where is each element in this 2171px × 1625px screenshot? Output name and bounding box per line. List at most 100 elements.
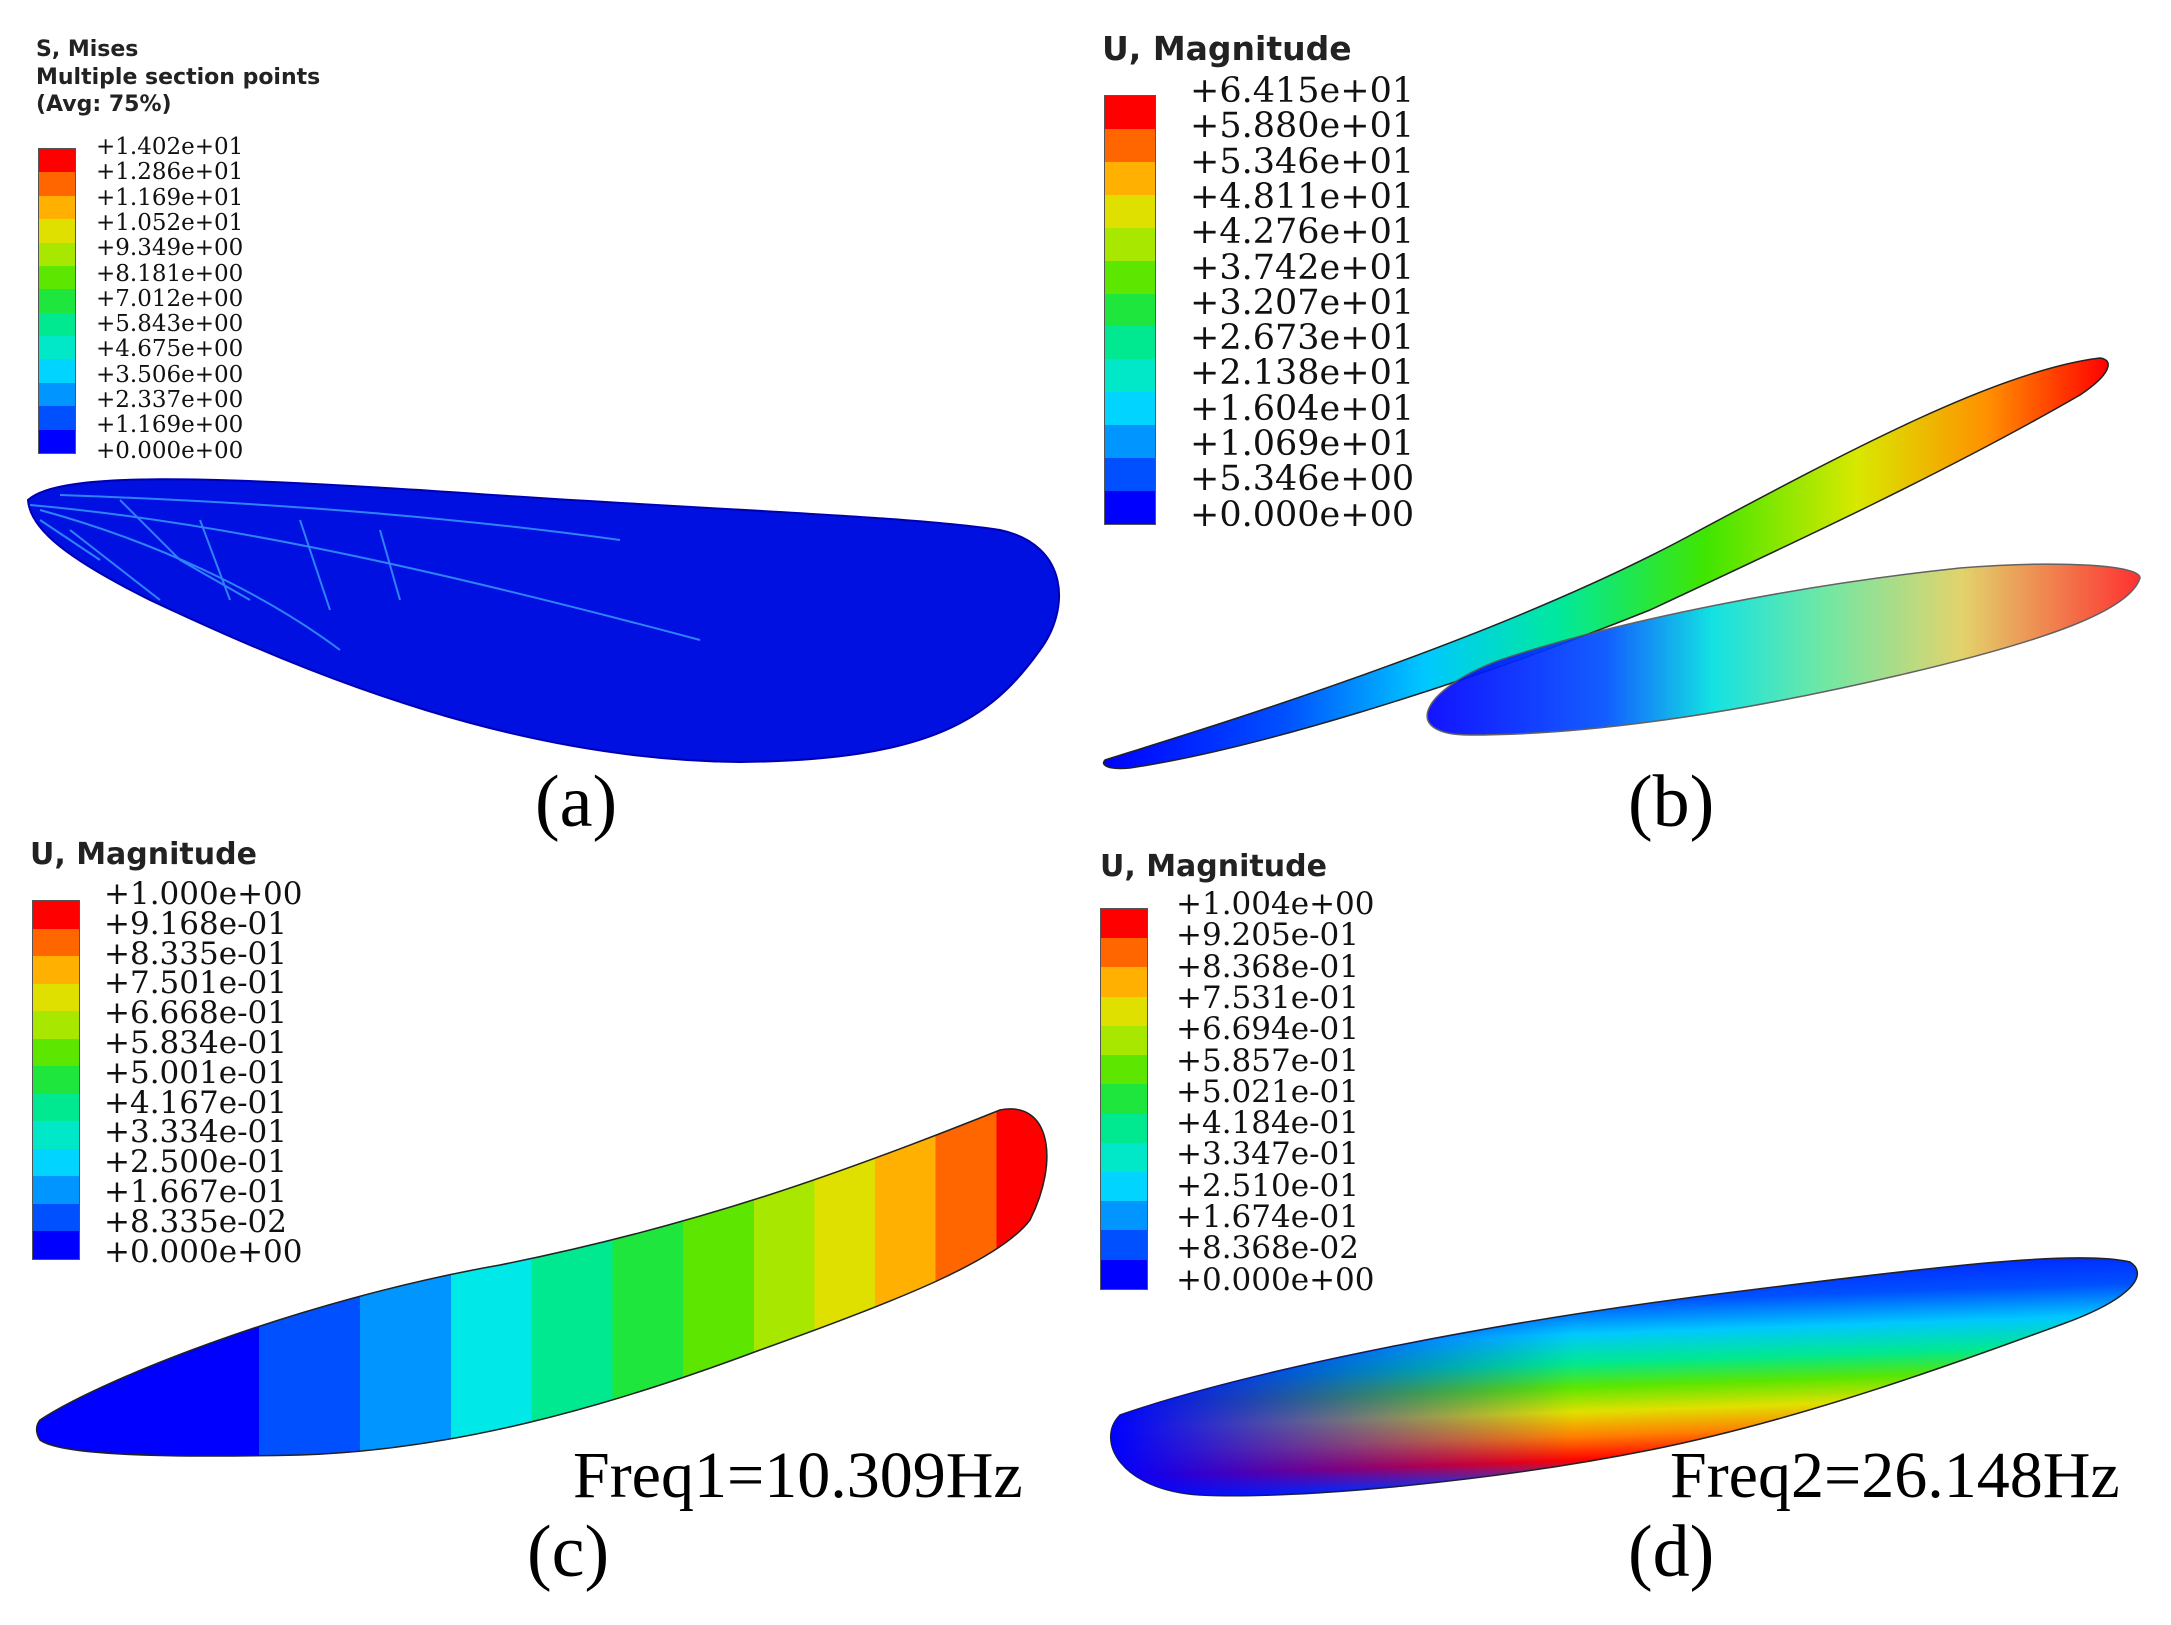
legend-value: +0.000e+00	[1176, 1261, 1375, 1298]
colorbar-segment	[1105, 96, 1155, 129]
colorbar-segment	[33, 1176, 79, 1204]
legend-value: +5.834e-01	[104, 1025, 287, 1061]
legend-value: +9.349e+00	[96, 235, 244, 262]
colorbar-segment	[1105, 359, 1155, 393]
legend-value: +1.000e+00	[104, 876, 303, 912]
colorbar-segment	[39, 336, 75, 360]
legend-value: +9.205e-01	[1176, 917, 1359, 954]
legend-value: +0.000e+00	[1190, 494, 1415, 535]
legend-value: +5.346e+00	[1190, 459, 1415, 500]
colorbar-segment	[39, 149, 75, 173]
caption-c: (c)	[527, 1511, 610, 1593]
wing-b-upper-shape	[1102, 357, 2109, 770]
colorbar-segment	[39, 242, 75, 266]
legend-value: +5.021e-01	[1176, 1073, 1359, 1110]
legend-value: +2.510e-01	[1176, 1167, 1359, 1204]
legend-value: +1.674e-01	[1176, 1199, 1359, 1235]
legend-value: +1.604e+01	[1190, 388, 1415, 429]
colorbar-segment	[39, 219, 75, 243]
colorbar-segment	[1101, 1025, 1147, 1056]
wing-d-shade-overlay	[1110, 1257, 2138, 1496]
legend-value: +4.184e-01	[1176, 1105, 1359, 1142]
legend-value: +3.742e+01	[1190, 247, 1415, 288]
colorbar-segment	[33, 1038, 79, 1067]
colorbar-segment	[1105, 425, 1155, 459]
legend-bar-d	[1100, 908, 1148, 1290]
colorbar-segment	[1105, 260, 1155, 294]
colorbar-segment	[33, 1148, 79, 1177]
colorbar-segment	[33, 983, 79, 1012]
colorbar-segment	[33, 1121, 79, 1149]
colorbar-segment	[1101, 938, 1147, 968]
frequency-label-c: Freq1=10.309Hz	[573, 1439, 1023, 1512]
legend-value: +1.052e+01	[96, 209, 244, 236]
legend-value: +1.286e+01	[96, 159, 244, 186]
legend-value: +1.069e+01	[1190, 424, 1415, 464]
legend-title-d: U, Magnitude	[1100, 849, 1327, 884]
colorbar-segment	[39, 382, 75, 407]
colorbar-segment	[1101, 1201, 1147, 1231]
legend-value: +8.335e-01	[104, 935, 287, 972]
legend-bar-b	[1104, 95, 1156, 525]
colorbar-segment	[33, 956, 79, 984]
colorbar-segment	[39, 359, 75, 383]
legend-value: +1.004e+00	[1176, 886, 1375, 922]
colorbar-segment	[39, 172, 75, 196]
legend-title-c: U, Magnitude	[30, 837, 257, 872]
colorbar-segment	[1105, 326, 1155, 360]
legend-value: +6.415e+01	[1190, 71, 1415, 111]
colorbar-segment	[1105, 227, 1155, 261]
legend-value: +1.169e+01	[96, 184, 244, 211]
legend-value: +8.335e-02	[104, 1203, 287, 1240]
colorbar-segment	[39, 265, 75, 290]
legend-value: +3.334e-01	[104, 1114, 287, 1151]
legend-value: +6.694e-01	[1176, 1011, 1359, 1048]
legend-value: +5.001e-01	[104, 1054, 287, 1091]
legend-value: +8.368e-02	[1176, 1230, 1359, 1267]
legend-value: +8.368e-01	[1176, 948, 1359, 985]
colorbar-segment	[1101, 1142, 1147, 1172]
colorbar-segment	[39, 429, 75, 453]
frequency-label-d: Freq2=26.148Hz	[1670, 1439, 2120, 1512]
legend-value: +2.138e+01	[1190, 353, 1415, 394]
colorbar-segment	[1105, 194, 1155, 228]
colorbar-segment	[1101, 996, 1147, 1026]
colorbar-segment	[1101, 1259, 1147, 1289]
colorbar-segment	[33, 901, 79, 929]
caption-b: (b)	[1628, 761, 1715, 843]
legend-value: +6.668e-01	[104, 995, 287, 1032]
legend-value: +5.857e-01	[1176, 1042, 1359, 1079]
caption-d: (d)	[1628, 1511, 1715, 1593]
legend-value: +1.402e+01	[96, 134, 244, 160]
legend-value: +0.000e+00	[96, 437, 244, 464]
colorbar-segment	[39, 312, 75, 336]
wing-c-shape	[35, 1108, 1048, 1457]
legend-value: +9.168e-01	[104, 905, 287, 942]
colorbar-segment	[33, 1066, 79, 1094]
legend-value: +1.169e+00	[96, 412, 244, 439]
colorbar-segment	[1101, 1113, 1147, 1143]
caption-a: (a)	[535, 761, 618, 843]
colorbar-segment	[1101, 1084, 1147, 1114]
legend-value: +3.207e+01	[1190, 282, 1415, 323]
legend-value: +7.012e+00	[96, 285, 244, 312]
colorbar-segment	[1105, 161, 1155, 195]
colorbar-segment	[1105, 491, 1155, 524]
legend-value: +5.346e+01	[1190, 141, 1415, 182]
legend-value: +7.531e-01	[1176, 979, 1359, 1016]
legend-value: +2.673e+01	[1190, 318, 1415, 359]
legend-value: +1.667e-01	[104, 1174, 287, 1210]
wing-a-veins	[29, 494, 701, 651]
legend-value: +5.880e+01	[1190, 106, 1415, 147]
legend-bar-c	[32, 900, 80, 1260]
legend-value: +4.811e+01	[1190, 176, 1415, 217]
colorbar-segment	[1101, 967, 1147, 997]
colorbar-segment	[39, 406, 75, 430]
colorbar-segment	[33, 1203, 79, 1232]
colorbar-segment	[33, 1011, 79, 1039]
legend-value: +4.675e+00	[96, 336, 244, 363]
legend-value: +2.500e-01	[104, 1144, 287, 1181]
legend-value: +2.337e+00	[96, 387, 244, 413]
colorbar-segment	[39, 195, 75, 220]
